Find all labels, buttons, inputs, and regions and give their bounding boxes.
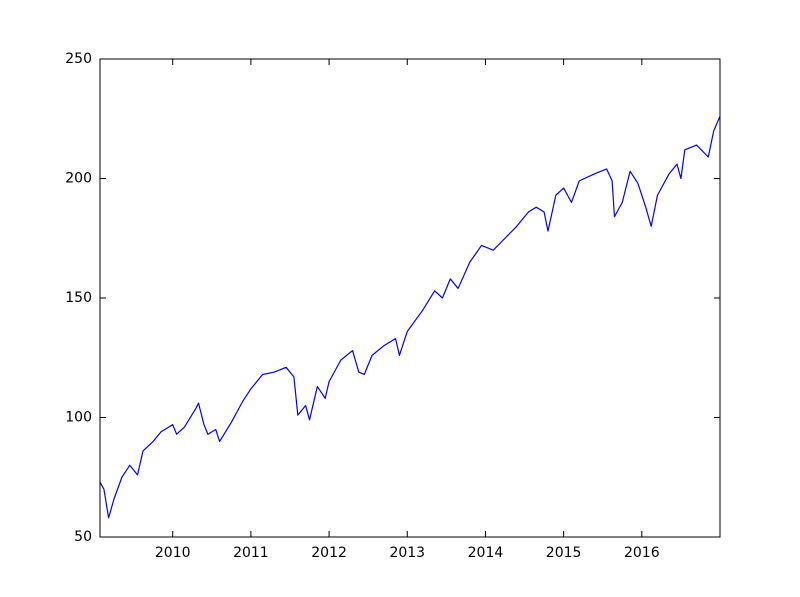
- x-tick-label: 2010: [155, 545, 191, 561]
- x-tick-label: 2012: [311, 545, 347, 561]
- x-tick-label: 2013: [389, 545, 425, 561]
- x-tick-label: 2016: [624, 545, 660, 561]
- y-tick-label: 150: [65, 290, 92, 306]
- y-tick-label: 250: [65, 51, 92, 67]
- y-tick-label: 100: [65, 410, 92, 426]
- x-tick-label: 2014: [468, 545, 504, 561]
- data-line: [99, 116, 721, 519]
- x-tick-label: 2011: [233, 545, 269, 561]
- plot-frame: [99, 58, 721, 538]
- y-tick-label: 200: [65, 171, 92, 187]
- y-tick-label: 50: [74, 529, 92, 545]
- x-tick-label: 2015: [546, 545, 582, 561]
